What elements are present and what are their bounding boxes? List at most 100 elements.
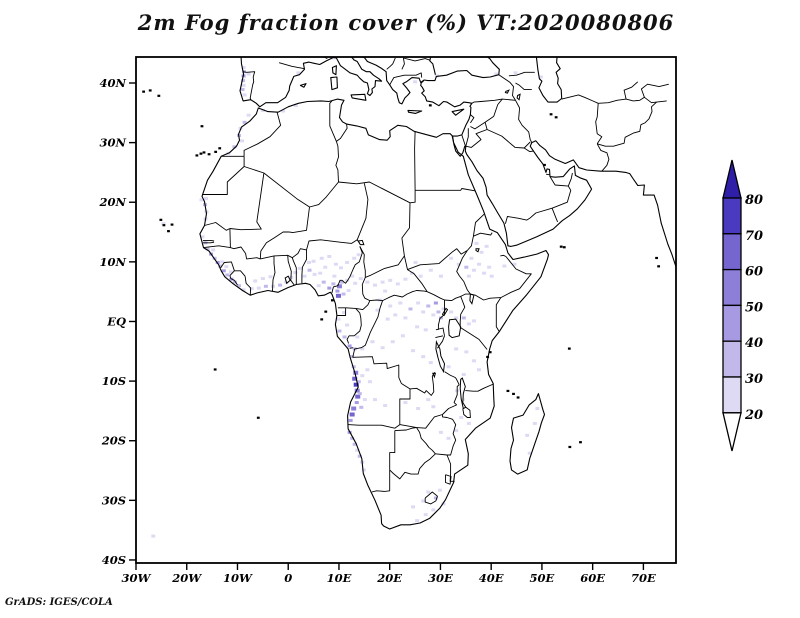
- country-border: [465, 383, 494, 392]
- country-border: [329, 100, 337, 142]
- colorbar-label: 30: [745, 372, 763, 387]
- fog-point: [383, 289, 388, 293]
- country-border: [500, 254, 507, 257]
- fog-point: [260, 108, 265, 112]
- fog-point: [345, 260, 350, 264]
- fog-point: [403, 316, 408, 320]
- country-border: [459, 296, 466, 328]
- country-border: [220, 261, 235, 271]
- fog-point: [454, 347, 459, 351]
- fog-point: [218, 264, 223, 268]
- country-border: [287, 255, 295, 286]
- fog-point: [380, 280, 385, 284]
- fog-point: [423, 513, 428, 517]
- colorbar-label: 50: [745, 300, 763, 315]
- island-dot: [202, 151, 206, 154]
- country-border: [595, 103, 603, 145]
- country-border: [484, 122, 531, 149]
- coastline-balkan-turkey-blacksea: [359, 57, 500, 105]
- country-border: [229, 172, 265, 231]
- island-dot: [568, 445, 572, 449]
- fog-point: [346, 288, 351, 292]
- y-tick-label: 40N: [99, 76, 126, 90]
- country-border: [243, 166, 310, 208]
- colorbar-arrow-up: [722, 159, 742, 199]
- lake-tanganyika: [435, 339, 446, 374]
- fog-point: [436, 310, 441, 314]
- country-border: [204, 222, 231, 231]
- fog-point: [349, 412, 355, 417]
- fog-point: [345, 278, 350, 282]
- country-border: [549, 176, 569, 187]
- island-dot: [157, 94, 161, 97]
- coastline-iberia-france-italy: [239, 57, 383, 108]
- colorbar-band: [722, 268, 742, 307]
- country-border: [203, 239, 215, 242]
- fog-point: [358, 277, 363, 281]
- fog-point: [466, 421, 471, 425]
- fog-point: [459, 415, 464, 419]
- fog-point: [428, 268, 433, 272]
- fog-point: [449, 256, 454, 260]
- country-border: [415, 188, 476, 192]
- country-border: [515, 82, 532, 91]
- country-border: [346, 308, 362, 344]
- colorbar-arrow-down: [722, 412, 742, 452]
- fog-point: [415, 325, 420, 329]
- fog-point: [438, 274, 443, 278]
- fog-point: [341, 292, 346, 296]
- country-border: [338, 181, 416, 204]
- x-tick-label: 20E: [376, 571, 402, 585]
- fog-point: [456, 262, 461, 266]
- fog-point: [395, 282, 400, 286]
- country-border: [427, 291, 445, 301]
- country-border: [202, 156, 245, 195]
- country-border: [203, 245, 231, 249]
- country-border: [359, 246, 366, 278]
- fog-point: [431, 405, 436, 409]
- island-dot: [162, 224, 166, 227]
- fog-point: [477, 368, 482, 372]
- country-border: [437, 335, 445, 349]
- country-border: [356, 183, 369, 244]
- fog-point: [489, 274, 494, 278]
- fog-point: [260, 277, 265, 281]
- country-border: [399, 424, 417, 429]
- country-border: [259, 231, 290, 259]
- fog-point: [256, 286, 261, 290]
- fog-point: [375, 308, 380, 312]
- colorbar: 80 70 60 50 40 30 20: [722, 159, 763, 452]
- fog-point: [464, 265, 469, 269]
- fog-point: [431, 508, 436, 512]
- x-tick-label: 20W: [171, 571, 202, 585]
- fog-point: [151, 534, 156, 538]
- fog-point: [423, 328, 428, 332]
- country-border: [466, 213, 485, 251]
- coastline-sardinia: [330, 76, 338, 91]
- island-dot: [579, 441, 582, 444]
- fog-point: [253, 279, 258, 283]
- fog-point: [538, 75, 543, 79]
- fog-point: [225, 273, 230, 277]
- island-dot: [170, 223, 174, 226]
- island-dot: [167, 230, 170, 233]
- map-frame: [135, 56, 677, 564]
- country-border: [500, 256, 532, 298]
- country-border: [561, 94, 599, 104]
- country-border: [407, 248, 468, 271]
- fog-point: [327, 254, 332, 258]
- lake-van: [504, 89, 510, 94]
- fog-point: [408, 307, 413, 311]
- fog-point: [338, 266, 343, 270]
- fog-point: [296, 71, 301, 75]
- country-border: [278, 62, 305, 70]
- island-dot: [549, 113, 553, 116]
- fog-point: [362, 398, 367, 402]
- country-border: [399, 388, 411, 425]
- country-border: [504, 207, 553, 224]
- fog-point: [318, 271, 323, 275]
- country-border: [409, 371, 436, 396]
- fog-point: [241, 65, 246, 69]
- fog-point: [365, 368, 370, 372]
- fog-point: [336, 317, 341, 321]
